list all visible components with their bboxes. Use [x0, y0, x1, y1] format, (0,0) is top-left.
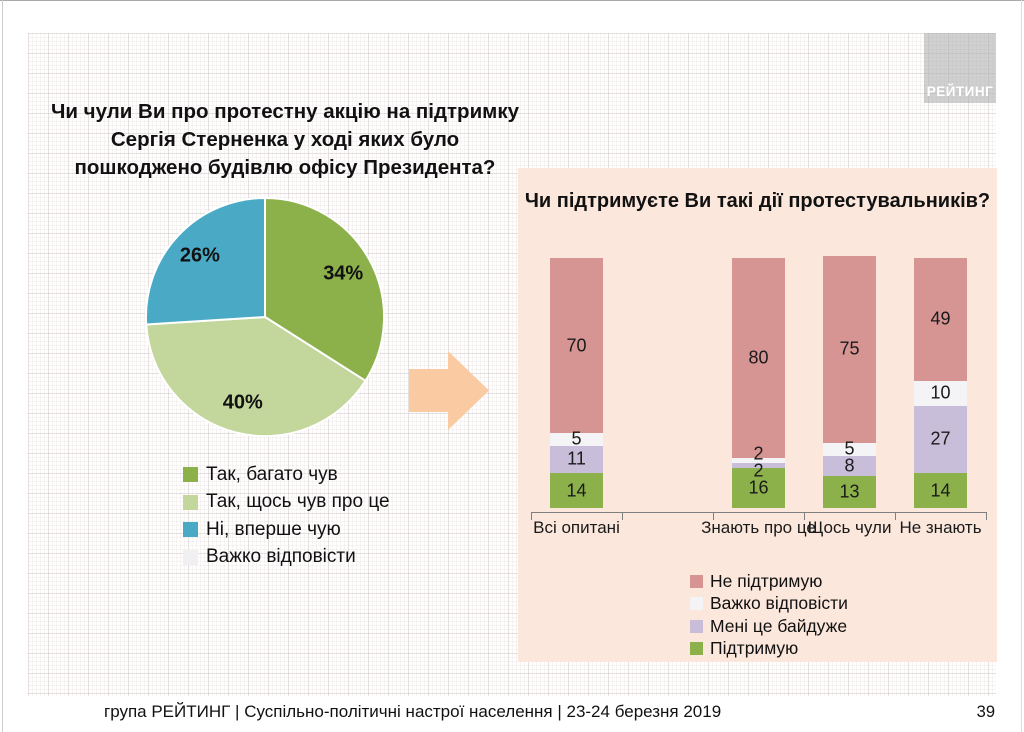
legend-label: Мені це байдуже	[710, 615, 848, 636]
bar-segment	[914, 405, 967, 473]
legend-label: Важко відповісти	[710, 593, 848, 614]
bar-value-label: 14	[930, 480, 951, 500]
legend-swatch	[690, 619, 703, 633]
bar-segment	[914, 473, 967, 508]
legend-label: Не підтримую	[710, 570, 823, 591]
legend-item: Важко відповісти	[690, 593, 848, 616]
rating-logo-text: РЕЙТИНГ	[926, 84, 994, 99]
bar-segment	[550, 473, 603, 508]
bar-value-label: 70	[566, 335, 587, 355]
stacked-bar: 75 5 8 13	[823, 168, 876, 508]
legend-item: Мені це байдуже	[690, 615, 848, 638]
legend-item: Так, багато чув	[183, 461, 390, 489]
pie-slice	[145, 316, 367, 438]
bar-segment	[550, 433, 603, 446]
bar-value-label: 14	[566, 480, 587, 500]
page-number: 39	[976, 703, 995, 721]
bar-value-label: 2	[753, 443, 764, 464]
bar-value-label: 2	[753, 460, 764, 481]
legend-item: Так, щось чув про це	[183, 489, 390, 517]
bar-segment	[823, 475, 876, 508]
pie-question-title: Чи чули Ви про протестну акцію на підтри…	[50, 100, 519, 179]
legend-item: Важко відповісти	[183, 544, 390, 572]
bar-value-label: 75	[839, 338, 860, 359]
window-top-border	[0, 0, 1024, 1]
bar-chart-title: Чи підтримуєте Ви такі дії протестувальн…	[524, 190, 991, 212]
bar-value-label: 5	[844, 438, 855, 459]
footer-text: група РЕЙТИНГ | Суспільно-політичні наст…	[104, 702, 722, 721]
bar-value-label: 8	[844, 455, 855, 476]
bar-segment	[732, 458, 785, 463]
bar-segment	[914, 380, 967, 406]
bar-segment	[550, 258, 603, 433]
pie-slice	[144, 197, 266, 326]
legend-swatch	[183, 494, 198, 510]
pie-chart	[144, 197, 385, 438]
pie-legend: Так, багато чув Так, щось чув про це Ні, в…	[183, 461, 390, 571]
legend-item: Ні, вперше чую	[183, 516, 390, 544]
legend-swatch	[183, 522, 198, 538]
axis-baseline	[531, 512, 986, 513]
window-right-border	[1021, 0, 1022, 732]
pie-value-label: 34%	[323, 262, 364, 285]
bar-value-label: 10	[930, 382, 951, 403]
bar-value-label: 49	[930, 308, 951, 329]
legend-swatch	[690, 597, 703, 611]
bar-segment	[732, 258, 785, 458]
bar-segment	[732, 463, 785, 468]
legend-label: Важко відповісти	[206, 546, 356, 568]
rating-logo: РЕЙТИНГ	[924, 33, 996, 103]
window-left-border	[2, 0, 3, 732]
stacked-bar: 80 2 2 16	[732, 168, 785, 508]
bar-value-label: 80	[748, 347, 769, 368]
legend-swatch	[690, 574, 703, 588]
legend-item: Підтримую	[690, 638, 848, 661]
right-arrow-icon	[409, 351, 489, 430]
axis-tick	[895, 512, 896, 520]
bar-legend: Не підтримую Важко відповісти Мені це байд…	[690, 570, 848, 660]
bar-value-label: 13	[839, 481, 860, 502]
axis-tick	[804, 512, 805, 520]
category-label: Всі опитані	[533, 518, 620, 537]
bar-segment	[914, 258, 967, 381]
axis-tick	[713, 512, 714, 520]
legend-label: Підтримую	[710, 638, 799, 659]
pie-value-label: 26%	[179, 244, 220, 267]
bar-value-label: 27	[930, 428, 951, 449]
legend-item: Не підтримую	[690, 570, 848, 593]
axis-tick	[531, 512, 532, 520]
legend-label: Так, багато чув	[206, 463, 338, 485]
bar-segment	[823, 455, 876, 476]
legend-swatch	[690, 642, 703, 656]
bar-value-label: 11	[567, 448, 586, 469]
category-label: Не знають	[899, 518, 982, 537]
axis-tick	[986, 512, 987, 520]
stacked-bar: 70 5 11 14	[550, 168, 603, 508]
bar-segment	[732, 468, 785, 508]
bar-segment	[550, 445, 603, 473]
bar-value-label: 5	[571, 428, 582, 449]
legend-swatch	[183, 549, 198, 565]
legend-swatch	[183, 467, 198, 483]
category-label: Щось чули	[807, 518, 892, 537]
pie-value-label: 40%	[222, 391, 263, 414]
axis-tick	[622, 512, 623, 520]
bar-segment	[823, 443, 876, 456]
bar-chart-panel: Чи підтримуєте Ви такі дії протестувальн…	[518, 168, 997, 662]
bar-value-label: 16	[748, 477, 769, 498]
legend-label: Ні, вперше чую	[206, 518, 341, 540]
stacked-bar: 49 10 27 14	[914, 168, 967, 508]
bar-segment	[823, 255, 876, 443]
category-label: Знають про це	[701, 518, 816, 537]
legend-label: Так, щось чув про це	[206, 491, 390, 513]
